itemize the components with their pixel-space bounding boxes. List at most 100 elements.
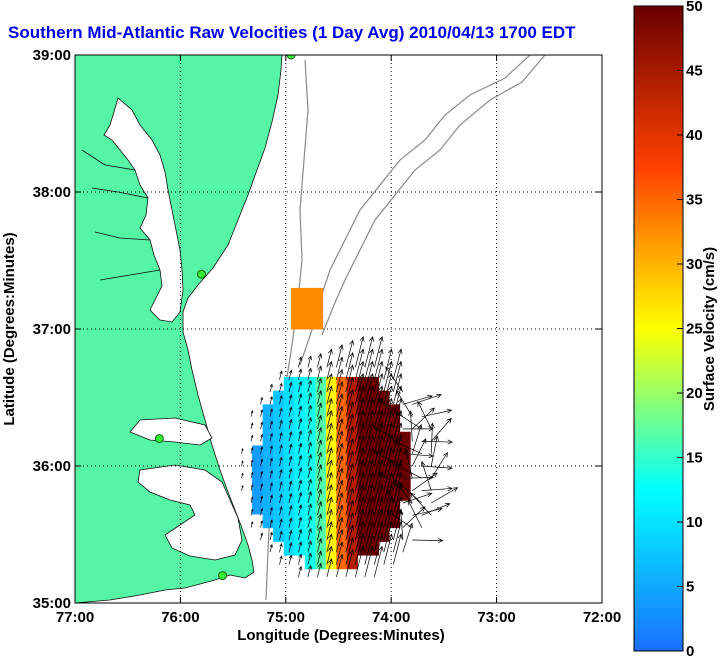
velocity-vector bbox=[298, 516, 303, 528]
velocity-vector bbox=[298, 541, 303, 553]
y-tick-label: 35:00 bbox=[33, 595, 71, 612]
y-axis-ticks: 35:00 36:00 37:00 38:00 39:00 bbox=[33, 47, 602, 612]
velocity-vector bbox=[345, 512, 355, 541]
velocity-vector bbox=[373, 422, 384, 454]
velocity-vector bbox=[386, 510, 413, 528]
colorbar-tick-label: 15 bbox=[686, 450, 703, 467]
velocity-vector bbox=[355, 533, 365, 565]
velocity-vector bbox=[307, 466, 312, 479]
velocity-cell bbox=[368, 500, 380, 515]
velocity-cell bbox=[325, 500, 337, 515]
velocity-vector bbox=[317, 562, 323, 578]
velocity-cell bbox=[315, 472, 327, 488]
velocity-vector bbox=[250, 496, 254, 504]
velocity-vector bbox=[269, 395, 273, 405]
velocity-vector bbox=[345, 364, 355, 393]
velocity-cell bbox=[346, 472, 358, 488]
velocity-vector bbox=[364, 459, 374, 491]
velocity-vector bbox=[383, 533, 393, 565]
velocity-vector bbox=[326, 422, 333, 442]
velocity-vector bbox=[260, 409, 264, 417]
velocity-vector bbox=[279, 382, 283, 393]
velocity-vector bbox=[373, 496, 384, 528]
velocity-vector bbox=[345, 401, 355, 430]
velocity-cell bbox=[283, 459, 295, 474]
velocity-cell bbox=[291, 287, 303, 303]
velocity-vector bbox=[383, 397, 393, 430]
colorbar-tick-label: 30 bbox=[686, 256, 703, 273]
velocity-vector bbox=[373, 545, 384, 578]
velocity-vector bbox=[269, 408, 273, 417]
velocity-vector bbox=[317, 365, 323, 380]
velocity-vector bbox=[326, 434, 333, 454]
velocity-cell bbox=[301, 287, 313, 303]
velocity-vector bbox=[260, 433, 264, 442]
velocity-vector bbox=[336, 368, 344, 393]
velocity-vector bbox=[392, 434, 403, 467]
velocity-vector bbox=[269, 531, 273, 541]
colorbar-label: Surface Velocity (cm/s) bbox=[701, 247, 718, 411]
velocity-vector bbox=[336, 455, 344, 479]
velocity-cell bbox=[378, 390, 390, 405]
velocity-vector bbox=[250, 508, 254, 516]
velocity-vector bbox=[269, 432, 273, 442]
velocity-vector bbox=[317, 550, 323, 565]
velocity-cell bbox=[315, 527, 327, 542]
bathymetry-contour bbox=[321, 55, 546, 336]
velocity-vector bbox=[392, 360, 403, 393]
velocity-vector bbox=[250, 434, 254, 442]
velocity-vector bbox=[374, 427, 403, 442]
velocity-cell bbox=[368, 513, 380, 529]
velocity-vector bbox=[307, 453, 312, 467]
velocity-vector bbox=[336, 393, 344, 417]
velocity-vector bbox=[317, 513, 323, 528]
velocity-vector bbox=[288, 455, 293, 467]
velocity-vector bbox=[355, 410, 365, 442]
velocity-cell bbox=[304, 527, 316, 542]
velocity-cell bbox=[283, 513, 295, 529]
velocity-cell bbox=[378, 404, 390, 419]
colorbar-tick-label: 45 bbox=[686, 63, 703, 80]
velocity-field bbox=[241, 287, 459, 578]
velocity-vector bbox=[288, 381, 293, 393]
velocity-vector bbox=[431, 487, 459, 504]
velocity-cell bbox=[368, 459, 380, 474]
velocity-vector bbox=[298, 393, 303, 405]
velocity-vector bbox=[355, 434, 365, 467]
velocity-cell bbox=[262, 472, 274, 488]
velocity-vector bbox=[336, 356, 344, 380]
velocity-vector bbox=[307, 478, 312, 491]
velocity-vector bbox=[392, 533, 403, 565]
velocity-cell bbox=[304, 541, 316, 556]
velocity-vector bbox=[373, 434, 384, 467]
velocity-vector bbox=[317, 414, 323, 430]
velocity-cell bbox=[283, 486, 295, 501]
velocity-vector bbox=[307, 379, 312, 393]
velocity-vector bbox=[298, 430, 303, 442]
velocity-vector bbox=[298, 479, 303, 491]
velocity-vector bbox=[355, 447, 365, 479]
velocity-vector bbox=[241, 484, 244, 491]
velocity-vector bbox=[345, 426, 355, 454]
velocity-cell bbox=[336, 513, 348, 529]
velocity-vector bbox=[317, 500, 323, 516]
velocity-cell bbox=[325, 431, 337, 446]
x-axis-label: Longitude (Degrees:Minutes) bbox=[237, 627, 445, 644]
x-tick-label: 76:00 bbox=[161, 609, 199, 626]
velocity-vector bbox=[364, 360, 374, 393]
velocity-cell bbox=[315, 418, 327, 433]
velocity-cell bbox=[283, 390, 295, 405]
velocity-cell bbox=[304, 390, 316, 405]
velocity-vector bbox=[421, 486, 453, 492]
velocity-vector bbox=[269, 457, 273, 467]
velocity-vector bbox=[317, 352, 323, 368]
velocity-vector bbox=[355, 336, 365, 368]
colorbar-ticks: 0 5 10 15 20 25 30 35 40 45 50 bbox=[677, 0, 703, 659]
velocity-vector bbox=[364, 484, 374, 516]
velocity-vector bbox=[288, 542, 293, 553]
x-tick-label: 73:00 bbox=[477, 609, 515, 626]
velocity-cell bbox=[336, 445, 348, 460]
velocity-vector bbox=[288, 418, 293, 430]
velocity-cell bbox=[315, 486, 327, 501]
colorbar-tick-label: 20 bbox=[686, 385, 703, 402]
